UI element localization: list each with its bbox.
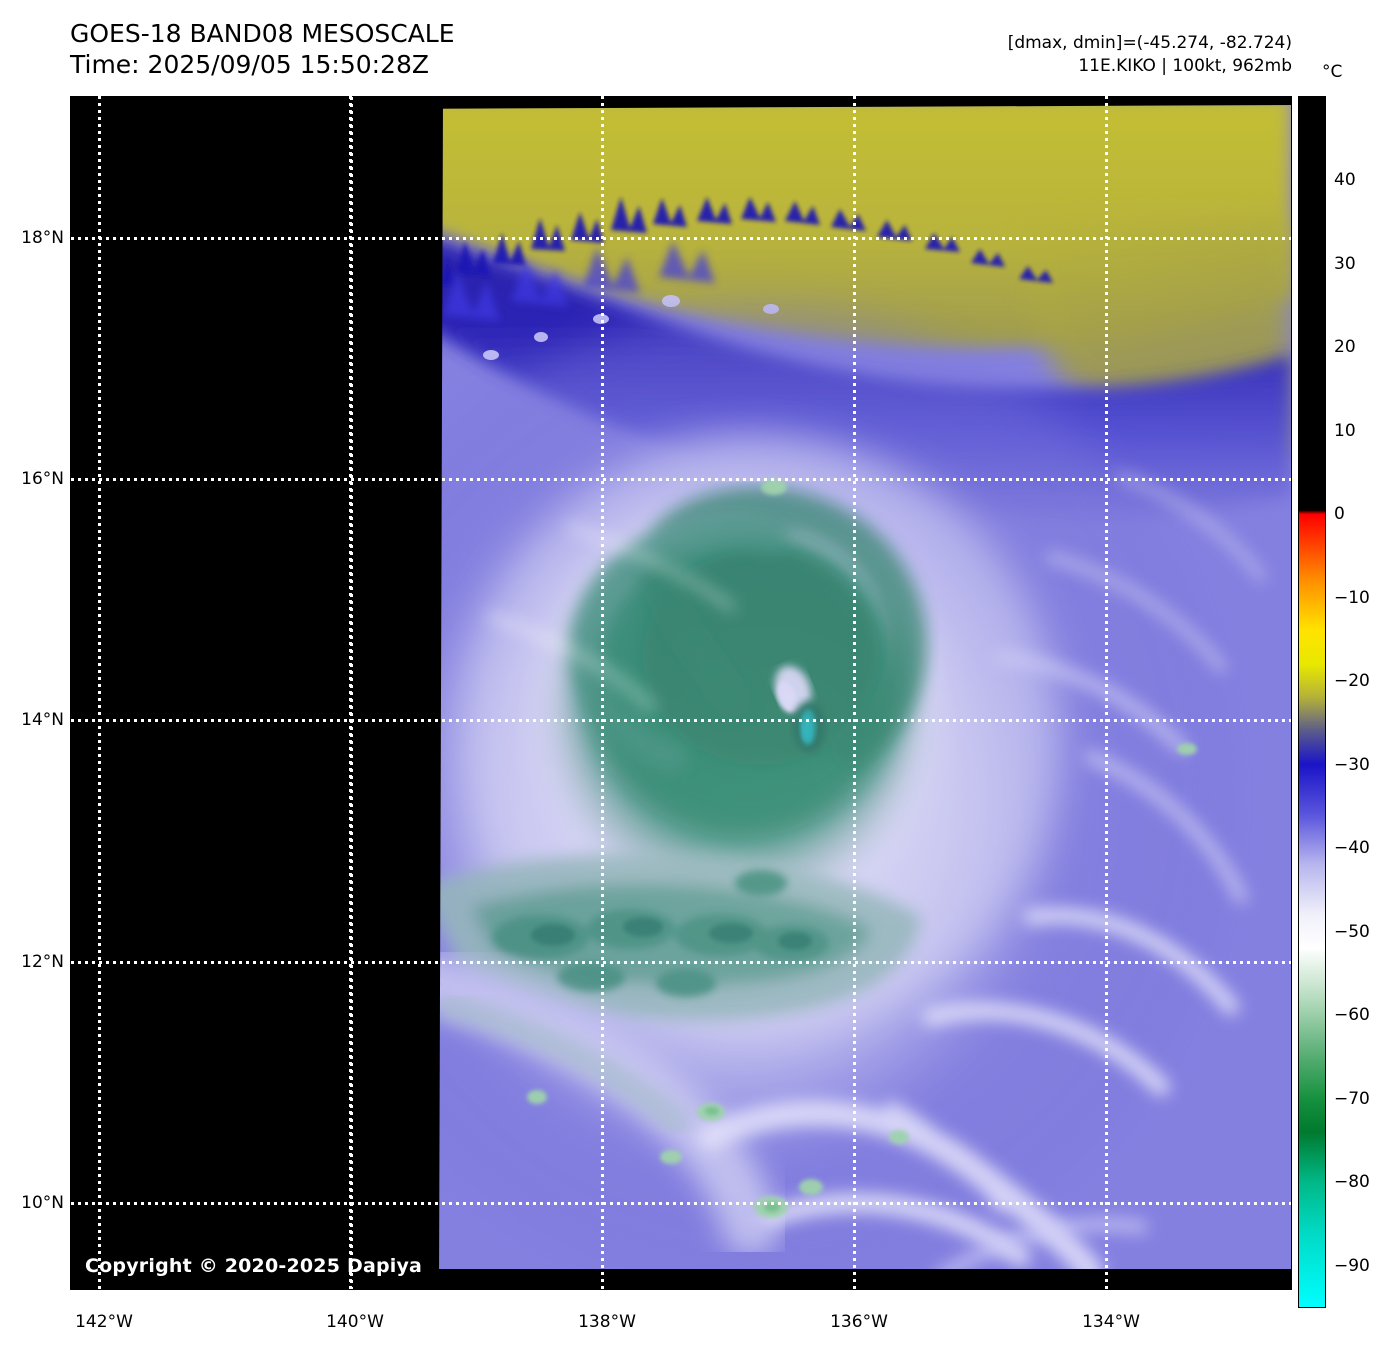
storm-info-label: 11E.KIKO | 100kt, 962mb <box>1078 56 1292 76</box>
cb-tick-m90: −90 <box>1334 1256 1370 1276</box>
copyright-notice: Copyright © 2020-2025 Dapiya <box>85 1255 423 1277</box>
cb-tick-20: 20 <box>1334 337 1356 357</box>
x-tick-136w: 136°W <box>830 1312 888 1332</box>
page-title: GOES-18 BAND08 MESOSCALE <box>70 19 455 48</box>
y-tick-10n: 10°N <box>21 1193 64 1213</box>
y-tick-16n: 16°N <box>21 469 64 489</box>
cb-tick-0: 0 <box>1334 504 1345 524</box>
figure-metadata-block: [dmax, dmin]=(-45.274, -82.724) 11E.KIKO… <box>1008 32 1292 78</box>
cb-tick-m50: −50 <box>1334 922 1370 942</box>
colorbar-gradient <box>1299 97 1325 1307</box>
x-tick-138w: 138°W <box>578 1312 636 1332</box>
cb-tick-40: 40 <box>1334 170 1356 190</box>
x-tick-134w: 134°W <box>1082 1312 1140 1332</box>
cb-tick-m20: −20 <box>1334 671 1370 691</box>
colorbar-unit-label: °C <box>1322 62 1343 82</box>
x-tick-142w: 142°W <box>75 1312 133 1332</box>
y-tick-18n: 18°N <box>21 228 64 248</box>
satellite-imagery <box>71 97 1291 1289</box>
dmax-dmin-label: [dmax, dmin]=(-45.274, -82.724) <box>1007 33 1292 53</box>
cb-tick-30: 30 <box>1334 254 1356 274</box>
y-tick-14n: 14°N <box>21 710 64 730</box>
cb-tick-m10: −10 <box>1334 588 1370 608</box>
cb-tick-m80: −80 <box>1334 1172 1370 1192</box>
cb-tick-10: 10 <box>1334 421 1356 441</box>
cb-tick-m60: −60 <box>1334 1005 1370 1025</box>
timestamp-label: Time: 2025/09/05 15:50:28Z <box>70 50 429 79</box>
satellite-plot-area[interactable]: Copyright © 2020-2025 Dapiya <box>70 96 1292 1290</box>
figure-title-block: GOES-18 BAND08 MESOSCALE Time: 2025/09/0… <box>70 18 455 80</box>
cb-tick-m30: −30 <box>1334 755 1370 775</box>
cb-tick-m40: −40 <box>1334 838 1370 858</box>
x-tick-140w: 140°W <box>326 1312 384 1332</box>
y-tick-12n: 12°N <box>21 952 64 972</box>
colorbar[interactable] <box>1298 96 1326 1308</box>
cb-tick-m70: −70 <box>1334 1089 1370 1109</box>
infrared-brightness-temperature-raster <box>71 97 1291 1289</box>
